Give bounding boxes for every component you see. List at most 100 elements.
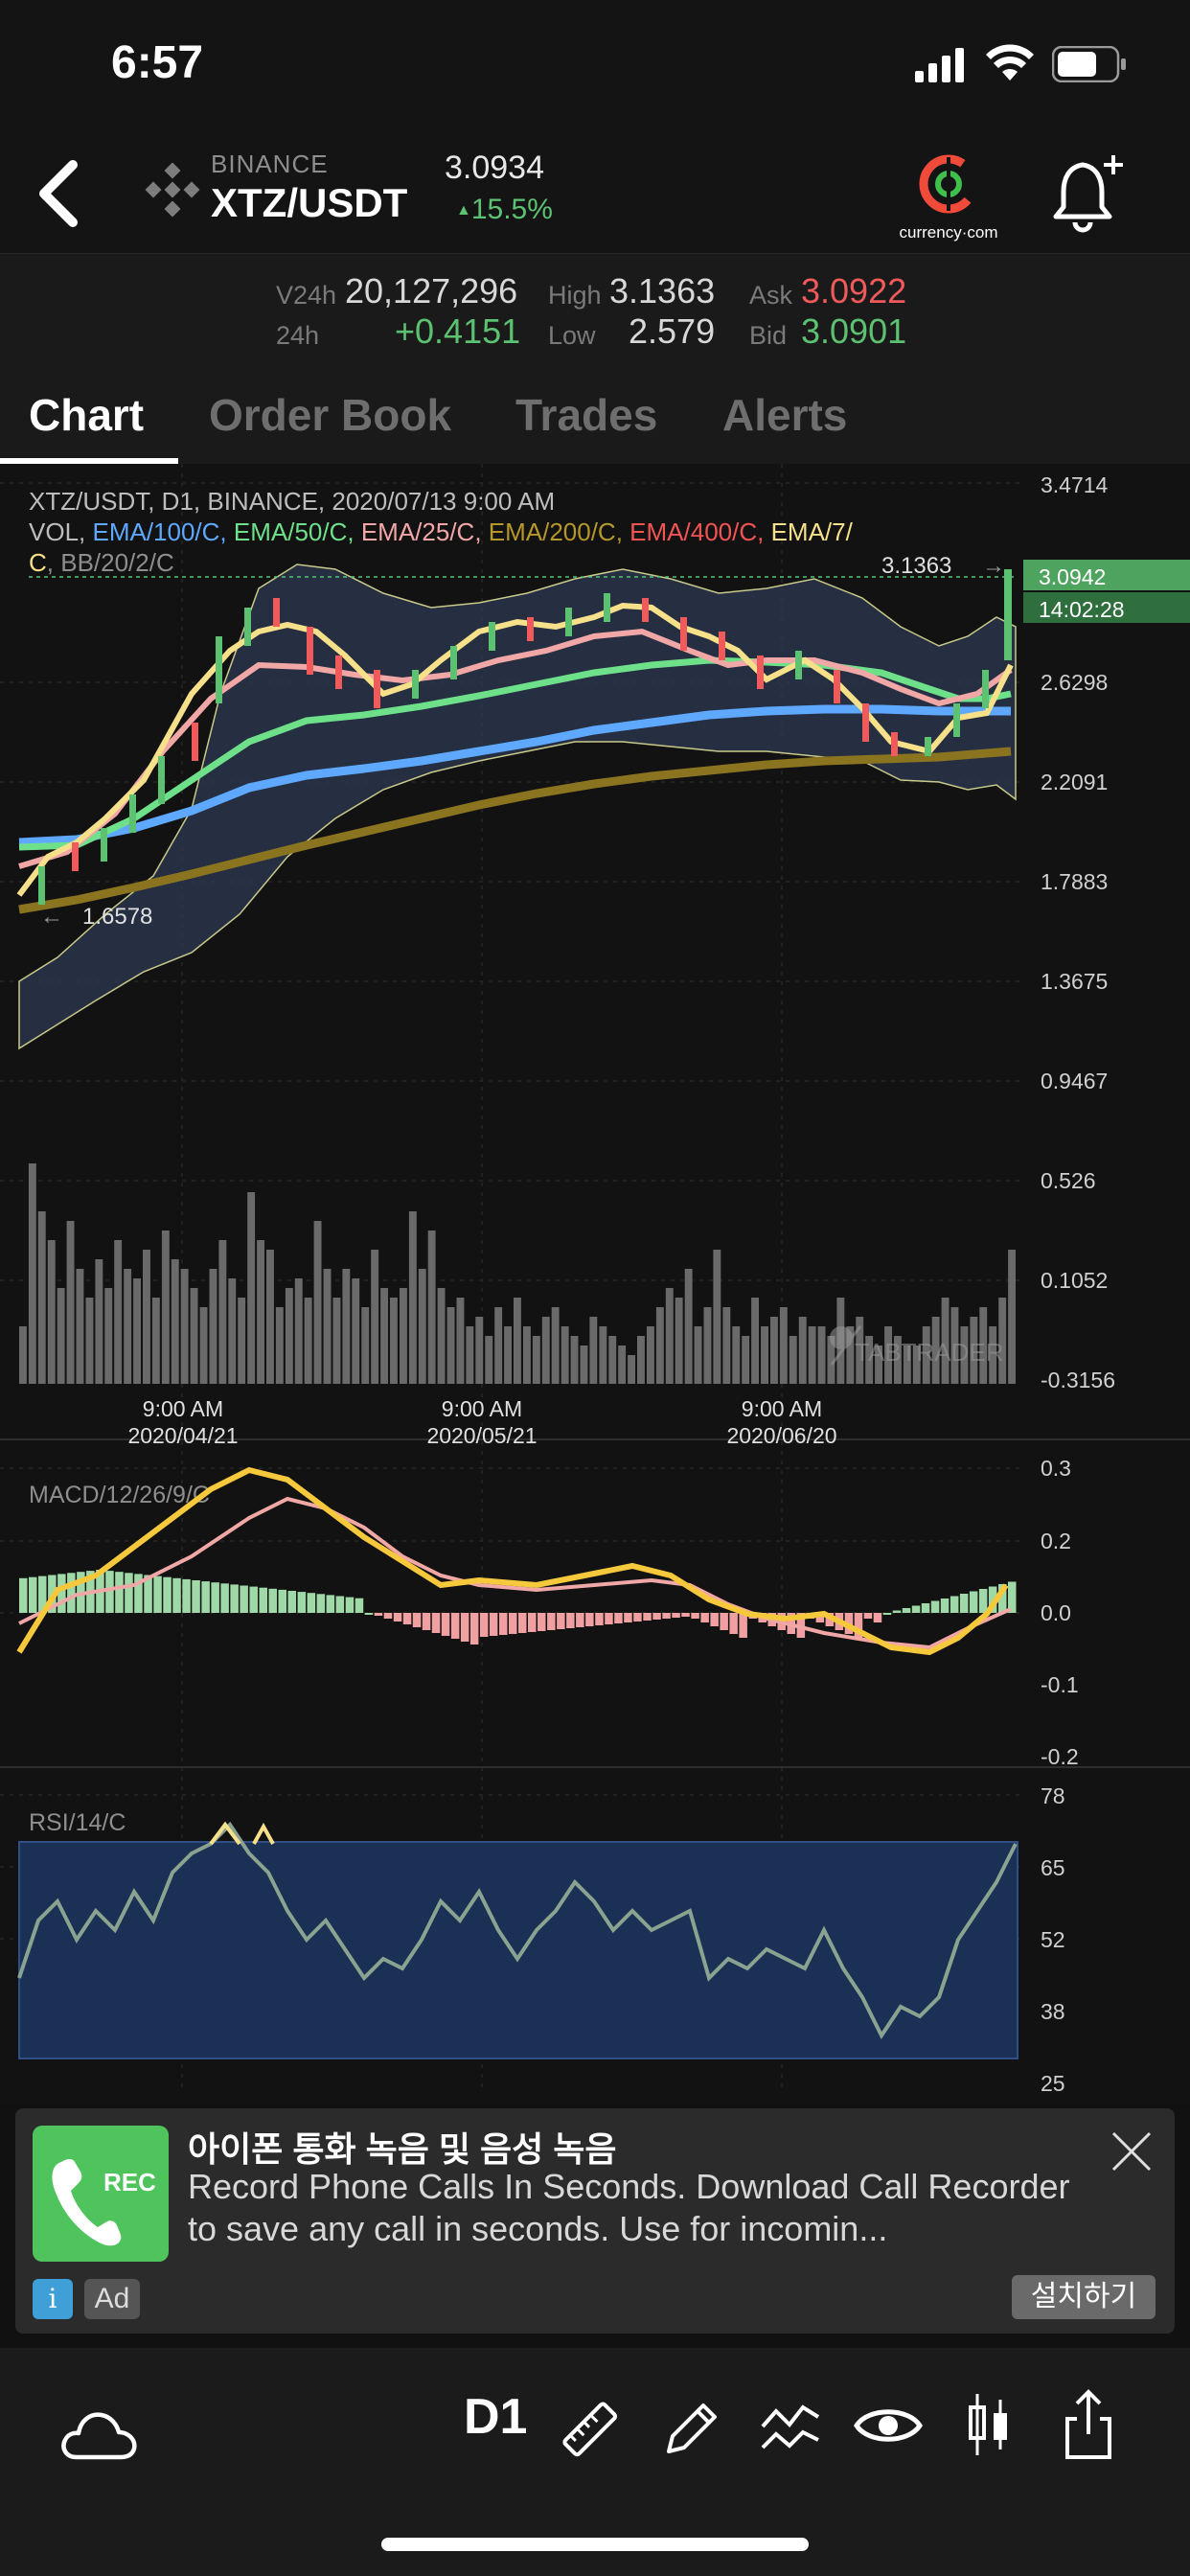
legend-ema7-c: C <box>29 548 47 577</box>
volume-bar <box>133 1278 141 1384</box>
price-axis-tick: 1.7883 <box>1041 869 1108 894</box>
candles-icon[interactable] <box>966 2390 1014 2461</box>
macd-bar <box>509 1613 517 1634</box>
volume-bar <box>475 1317 484 1384</box>
macd-bar <box>412 1613 422 1627</box>
time-axis-date: 2020/04/21 <box>127 1423 238 1448</box>
ad-title[interactable]: 아이폰 통화 녹음 및 음성 녹음 <box>188 2129 617 2169</box>
volume-bar <box>798 1317 807 1384</box>
volume-bar <box>960 1326 969 1384</box>
change-arrow: ▲ <box>456 202 471 219</box>
volume-bar <box>941 1298 950 1384</box>
volume-bar <box>151 1298 160 1384</box>
ad-info-icon[interactable]: i <box>33 2279 73 2319</box>
ema100-line <box>18 704 1011 847</box>
macd-bar <box>595 1613 604 1625</box>
volume-bar <box>238 1298 246 1384</box>
add-alert-bell-icon[interactable] <box>1044 150 1131 236</box>
currency-com-logo-icon[interactable]: currency·com <box>891 150 1006 245</box>
rsi-label: RSI/14/C <box>29 1809 126 1836</box>
macd-bar <box>873 1613 882 1622</box>
macd-bar <box>374 1613 383 1616</box>
legend-indicator-1: EMA/100/C, <box>92 518 233 546</box>
tab-alerts[interactable]: Alerts <box>722 390 848 440</box>
chart-canvas[interactable]: XTZ/USDT, D1, BINANCE, 2020/07/13 9:00 A… <box>0 464 1190 2103</box>
timeframe-button[interactable]: D1 <box>464 2389 528 2445</box>
binance-logo-icon <box>145 162 200 218</box>
current-price-value: 3.0942 <box>1039 564 1106 589</box>
macd-bar <box>182 1578 191 1613</box>
close-icon[interactable] <box>1108 2128 1156 2175</box>
volume-bar <box>684 1269 693 1384</box>
volume-bar <box>332 1298 341 1384</box>
high-marker-label: 3.1363 <box>881 553 951 579</box>
pane-separators <box>0 1438 1190 1768</box>
macd-axis-tick: 0.3 <box>1041 1456 1071 1481</box>
macd-bar <box>297 1592 307 1613</box>
pencil-icon[interactable] <box>655 2396 722 2463</box>
call-recorder-app-icon[interactable]: REC <box>33 2126 169 2262</box>
volume-bar <box>894 1336 902 1384</box>
macd-bar <box>892 1610 902 1613</box>
indicators-icon[interactable] <box>757 2398 824 2461</box>
volume-bar <box>494 1307 503 1384</box>
chart-area[interactable]: XTZ/USDT, D1, BINANCE, 2020/07/13 9:00 A… <box>0 464 1190 2103</box>
ad-install-button[interactable]: 설치하기 <box>1012 2275 1156 2319</box>
macd-bar <box>1008 1581 1017 1613</box>
ad-banner[interactable]: REC 아이폰 통화 녹음 및 음성 녹음 Record Phone Calls… <box>15 2108 1175 2334</box>
volume-bar <box>779 1307 788 1384</box>
tab-order-book[interactable]: Order Book <box>209 390 452 440</box>
back-chevron-icon[interactable] <box>29 155 96 232</box>
volume-bar <box>37 1211 46 1384</box>
watermark-text: TABTRADER <box>855 1338 1004 1367</box>
macd-bar <box>720 1613 728 1630</box>
macd-bar <box>585 1613 594 1626</box>
change24h-label: 24h <box>276 321 320 350</box>
legend-indicator-6: EMA/7/ <box>771 518 854 546</box>
macd-bar <box>125 1573 133 1613</box>
volume-bar <box>570 1336 579 1384</box>
macd-bar <box>307 1593 316 1613</box>
macd-bar <box>969 1591 978 1613</box>
volume-bar <box>342 1269 351 1384</box>
volume-bar <box>751 1298 759 1384</box>
macd-axis-tick: -0.2 <box>1041 1744 1079 1769</box>
tab-chart[interactable]: Chart <box>29 390 145 440</box>
ruler-icon[interactable] <box>556 2398 623 2465</box>
volume-bar <box>19 1326 27 1384</box>
macd-bar <box>624 1613 632 1622</box>
volume-bar <box>218 1240 227 1384</box>
macd-bar <box>355 1598 364 1613</box>
ema25-line <box>18 628 1013 869</box>
volume-bar <box>789 1336 797 1384</box>
volume-bar <box>352 1278 360 1384</box>
macd-bar <box>479 1613 489 1637</box>
ad-description[interactable]: Record Phone Calls In Seconds. Download … <box>188 2167 1070 2248</box>
share-icon[interactable] <box>1062 2386 1115 2463</box>
volume-bar <box>817 1326 826 1384</box>
macd-bar <box>959 1594 969 1613</box>
volume-bar <box>446 1307 455 1384</box>
macd-bar <box>259 1587 267 1613</box>
ad-rec-badge: REC <box>103 2168 156 2196</box>
ad-tag: Ad <box>84 2279 140 2319</box>
price-axis-tick: 2.6298 <box>1041 670 1108 695</box>
macd-axis: 0.3 0.2 0.0 -0.1 -0.2 <box>1041 1456 1079 1769</box>
macd-bar <box>422 1613 431 1630</box>
cloud-icon[interactable] <box>59 2405 140 2463</box>
legend-indicator-4: EMA/200/C, <box>489 518 629 546</box>
macd-bar <box>172 1577 181 1613</box>
macd-axis-tick: 0.2 <box>1041 1529 1071 1553</box>
price-axis-tick: 1.3675 <box>1041 969 1108 994</box>
volume-bar <box>437 1288 446 1384</box>
change24h-value: +0.4151 <box>395 311 521 351</box>
macd-bar <box>710 1613 719 1626</box>
macd-bar <box>489 1613 498 1636</box>
macd-bar <box>528 1613 537 1632</box>
volume-bar <box>865 1336 874 1384</box>
eye-icon[interactable] <box>853 2402 924 2450</box>
volume-bar <box>761 1326 768 1384</box>
macd-bar <box>192 1580 200 1613</box>
tab-trades[interactable]: Trades <box>515 390 658 440</box>
macd-bar <box>38 1576 47 1613</box>
